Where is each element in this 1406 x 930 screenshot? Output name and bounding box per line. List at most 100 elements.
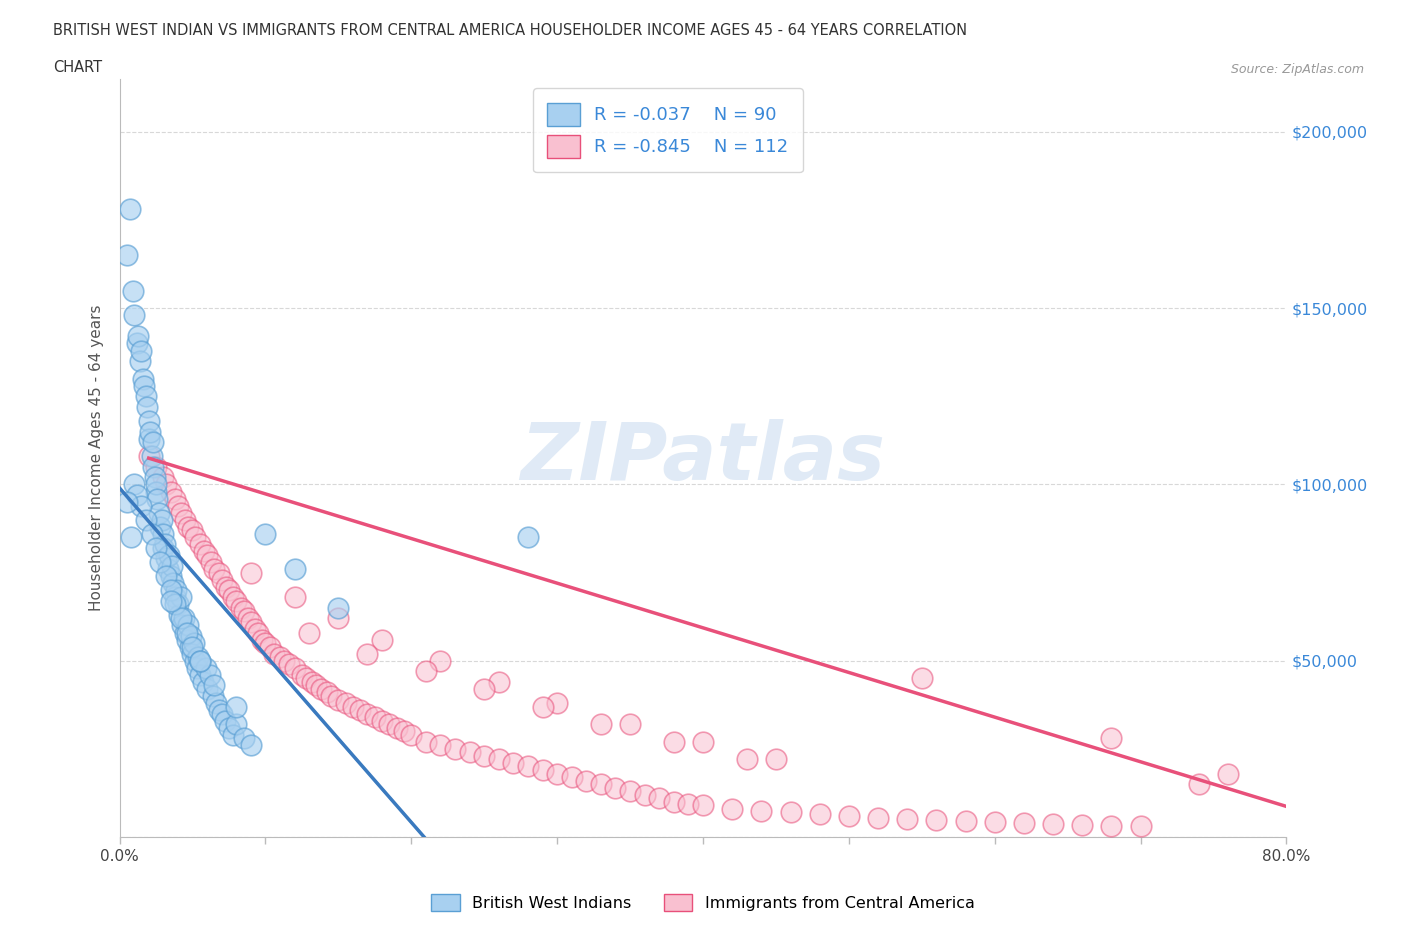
Point bbox=[125, 336, 148, 351]
Point bbox=[283, 562, 307, 577]
Point bbox=[517, 759, 540, 774]
Point bbox=[955, 814, 977, 829]
Point bbox=[252, 632, 274, 647]
Point bbox=[188, 653, 211, 668]
Point bbox=[678, 796, 700, 811]
Point bbox=[120, 530, 142, 545]
Point bbox=[162, 576, 184, 591]
Point bbox=[214, 713, 236, 728]
Legend: British West Indians, Immigrants from Central America: British West Indians, Immigrants from Ce… bbox=[425, 888, 981, 917]
Point bbox=[150, 512, 173, 527]
Point bbox=[131, 498, 153, 513]
Point bbox=[163, 491, 186, 506]
Legend: R = -0.037    N = 90, R = -0.845    N = 112: R = -0.037 N = 90, R = -0.845 N = 112 bbox=[533, 88, 803, 172]
Point bbox=[191, 674, 214, 689]
Point bbox=[349, 703, 371, 718]
Y-axis label: Householder Income Ages 45 - 64 years: Householder Income Ages 45 - 64 years bbox=[89, 305, 104, 611]
Point bbox=[155, 551, 177, 566]
Point bbox=[1099, 731, 1122, 746]
Point bbox=[176, 625, 198, 640]
Point bbox=[561, 770, 583, 785]
Point bbox=[170, 590, 193, 604]
Point bbox=[488, 752, 510, 767]
Point bbox=[546, 696, 568, 711]
Point bbox=[181, 639, 204, 654]
Point bbox=[177, 519, 200, 534]
Point bbox=[152, 540, 174, 555]
Point bbox=[838, 808, 860, 823]
Point bbox=[444, 741, 467, 756]
Point bbox=[180, 629, 202, 644]
Point bbox=[163, 597, 186, 612]
Point bbox=[502, 755, 524, 770]
Point bbox=[211, 706, 233, 721]
Point bbox=[125, 487, 148, 502]
Point bbox=[229, 601, 252, 616]
Point bbox=[138, 414, 160, 429]
Point bbox=[141, 526, 163, 541]
Point bbox=[222, 727, 245, 742]
Point bbox=[170, 505, 193, 520]
Point bbox=[429, 737, 451, 752]
Point bbox=[1071, 817, 1094, 832]
Point bbox=[896, 812, 918, 827]
Point bbox=[1012, 816, 1035, 830]
Point bbox=[633, 788, 655, 803]
Point bbox=[134, 379, 156, 393]
Point bbox=[662, 735, 685, 750]
Point bbox=[160, 558, 183, 573]
Point bbox=[127, 329, 149, 344]
Point bbox=[619, 784, 641, 799]
Point bbox=[232, 731, 254, 746]
Point bbox=[225, 717, 247, 732]
Point bbox=[247, 625, 270, 640]
Point bbox=[145, 540, 167, 555]
Point bbox=[315, 685, 337, 700]
Point bbox=[198, 668, 221, 683]
Point bbox=[188, 668, 211, 683]
Point bbox=[295, 671, 318, 685]
Point bbox=[215, 579, 238, 594]
Point bbox=[174, 512, 197, 527]
Point bbox=[385, 720, 408, 735]
Point bbox=[145, 477, 167, 492]
Point bbox=[204, 696, 226, 711]
Point bbox=[925, 813, 948, 828]
Point bbox=[155, 568, 177, 583]
Point bbox=[183, 636, 205, 651]
Point bbox=[143, 470, 166, 485]
Point bbox=[163, 590, 186, 604]
Point bbox=[254, 636, 277, 651]
Point bbox=[131, 343, 153, 358]
Point bbox=[291, 668, 314, 683]
Point bbox=[239, 565, 262, 580]
Point bbox=[211, 572, 233, 587]
Text: Source: ZipAtlas.com: Source: ZipAtlas.com bbox=[1230, 63, 1364, 76]
Point bbox=[184, 530, 207, 545]
Point bbox=[415, 664, 437, 679]
Point bbox=[166, 597, 188, 612]
Point bbox=[188, 537, 211, 551]
Point bbox=[193, 544, 215, 559]
Point bbox=[259, 639, 281, 654]
Point bbox=[170, 611, 193, 626]
Point bbox=[159, 593, 181, 608]
Point bbox=[149, 519, 172, 534]
Point bbox=[142, 434, 165, 449]
Point bbox=[236, 611, 259, 626]
Point bbox=[364, 710, 387, 724]
Point bbox=[328, 611, 350, 626]
Point bbox=[415, 735, 437, 750]
Point bbox=[218, 583, 240, 598]
Point bbox=[138, 449, 160, 464]
Point bbox=[273, 653, 295, 668]
Point bbox=[392, 724, 415, 738]
Point bbox=[283, 590, 307, 604]
Point bbox=[165, 583, 187, 598]
Point bbox=[546, 766, 568, 781]
Point bbox=[301, 674, 323, 689]
Point bbox=[145, 485, 167, 499]
Point bbox=[187, 650, 209, 665]
Point bbox=[176, 632, 198, 647]
Point bbox=[172, 618, 194, 633]
